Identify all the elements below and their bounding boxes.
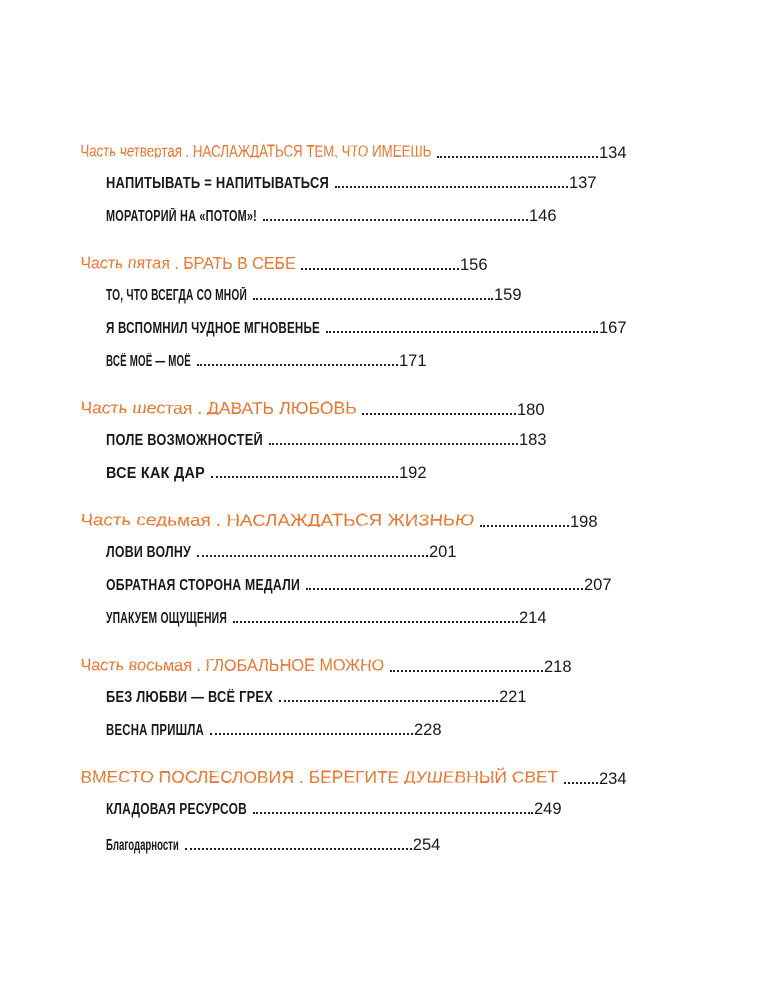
svg-text:Часть восьмая . ГЛОБАЛЬНОЕ МОЖ: Часть восьмая . ГЛОБАЛЬНОЕ МОЖНО	[80, 655, 384, 672]
svg-text:Часть четвертая . НАСЛАЖДАТЬСЯ: Часть четвертая . НАСЛАЖДАТЬСЯ ТЕМ, ЧТО …	[80, 142, 431, 158]
svg-text:Часть седьмая . НАСЛАЖДАТЬСЯ Ж: Часть седьмая . НАСЛАЖДАТЬСЯ ЖИЗНЬЮ	[80, 510, 474, 527]
svg-text:Часть шестая . ДАВАТЬ ЛЮБОВЬ: Часть шестая . ДАВАТЬ ЛЮБОВЬ	[80, 397, 356, 415]
svg-text:Часть пятая . БРАТЬ В СЕБЕ: Часть пятая . БРАТЬ В СЕБЕ	[80, 254, 295, 270]
svg-text:ВМЕСТО ПОСЛЕСЛОВИЯ . БЕРЕГИТЕ: ВМЕСТО ПОСЛЕСЛОВИЯ . БЕРЕГИТЕ ДУШЕВНЫЙ С…	[80, 766, 558, 784]
